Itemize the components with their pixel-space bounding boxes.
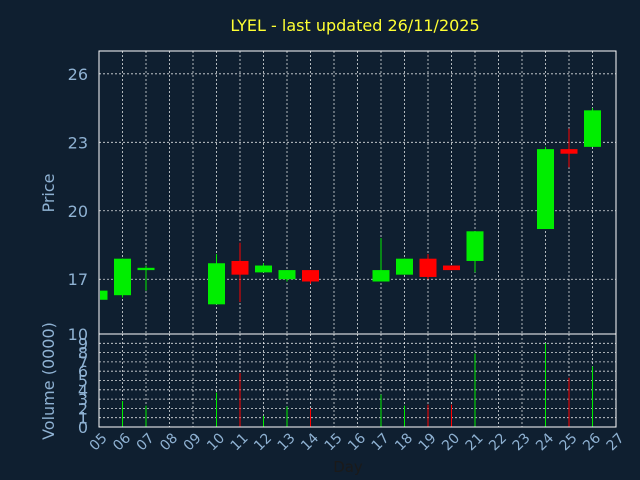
price-tick-label: 17 bbox=[68, 270, 88, 289]
candle-body bbox=[231, 260, 249, 275]
chart-title: LYEL - last updated 26/11/2025 bbox=[230, 16, 479, 35]
price-axis-label: Price bbox=[39, 173, 58, 212]
candle-body bbox=[396, 258, 413, 275]
candle-body bbox=[208, 263, 225, 305]
price-tick-label: 20 bbox=[68, 202, 88, 221]
x-tick-labels: 05 06 07 08 09 10 11 12 13 14 15 16 17 18 19 20 21 22 23 24… bbox=[87, 430, 628, 454]
candle-body bbox=[137, 267, 155, 271]
candle-body bbox=[560, 149, 578, 154]
candle-body bbox=[278, 270, 296, 280]
candle-body bbox=[114, 258, 131, 296]
volume-axis-label: Volume (0000) bbox=[39, 322, 58, 440]
candle-body bbox=[584, 110, 601, 147]
candle-body bbox=[302, 270, 319, 282]
price-grid bbox=[99, 51, 616, 334]
volume-tick-label: 8 bbox=[78, 344, 88, 363]
volume-tick-label: 7 bbox=[78, 353, 88, 372]
volume-tick-label: 1 bbox=[78, 409, 88, 428]
price-tick-label: 26 bbox=[68, 65, 88, 84]
price-panel: 17 20 23 26 bbox=[68, 50, 617, 335]
volume-tick-label: 6 bbox=[78, 362, 88, 381]
price-tick-labels: 17 20 23 26 bbox=[68, 65, 88, 289]
volume-tick-label: 4 bbox=[78, 381, 88, 400]
volume-tick-label: 5 bbox=[78, 372, 88, 391]
candle-body bbox=[466, 231, 484, 261]
candle-body bbox=[100, 290, 108, 300]
candle-body bbox=[443, 265, 460, 271]
candle-body bbox=[255, 265, 272, 273]
x-axis-label: Day bbox=[333, 458, 363, 476]
volume-bars bbox=[122, 343, 593, 427]
volume-tick-label: 10 bbox=[68, 325, 88, 344]
volume-tick-label: 2 bbox=[78, 399, 88, 418]
candle-body bbox=[372, 270, 390, 282]
volume-tick-label: 9 bbox=[78, 334, 88, 353]
volume-tick-label: 3 bbox=[78, 390, 88, 409]
price-candles bbox=[100, 108, 601, 305]
candle-body bbox=[537, 149, 554, 230]
volume-tick-label: 0 bbox=[78, 418, 88, 437]
candle-body bbox=[419, 258, 437, 277]
volume-plot-frame bbox=[98, 333, 617, 428]
price-tick-label: 23 bbox=[68, 133, 88, 152]
